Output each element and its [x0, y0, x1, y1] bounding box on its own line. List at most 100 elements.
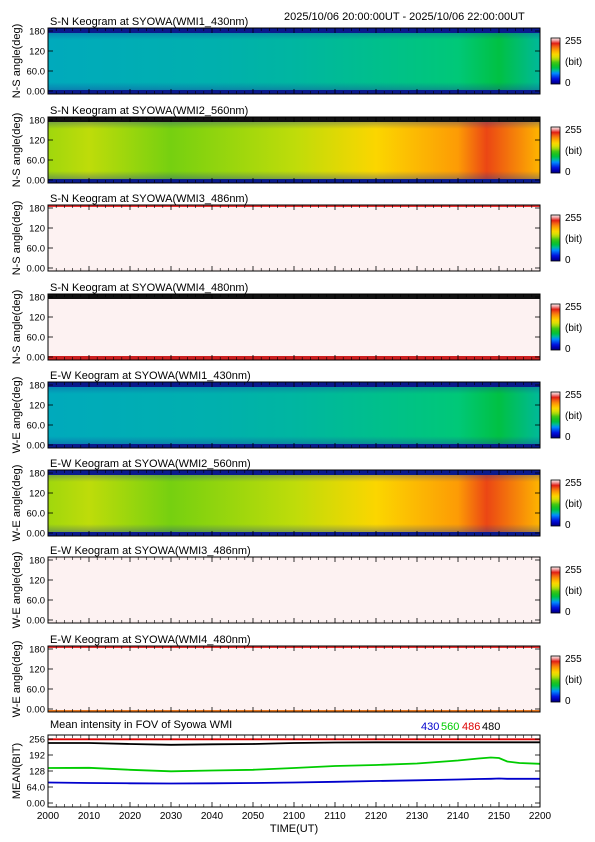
edge-shading	[48, 382, 540, 448]
y-tick-label: 0.00	[27, 441, 46, 452]
colorbar-min-label: 0	[565, 432, 571, 443]
keogram-panel: S-N Keogram at SYOWA(WMI3_486nm) 180 120 60…	[11, 193, 582, 275]
edge-shading	[48, 294, 540, 360]
edge-shading	[48, 646, 540, 712]
colorbar-unit-label: (bit)	[565, 586, 582, 597]
y-tick-label: 120	[29, 313, 45, 324]
legend-entry: 480	[482, 721, 500, 733]
colorbar-min-label: 0	[565, 696, 571, 707]
panel-title: E-W Keogram at SYOWA(WMI4_480nm)	[50, 634, 251, 646]
x-tick-label: 2100	[283, 811, 306, 822]
y-tick-label: 120	[29, 401, 45, 412]
series-line-560	[47, 756, 541, 773]
legend-entry: 430	[421, 721, 439, 733]
x-tick-label: 2140	[447, 811, 470, 822]
y-tick-label: 120	[29, 665, 45, 676]
y-axis-label: W-E angle(deg)	[11, 641, 23, 718]
colorbar-unit-label: (bit)	[565, 499, 582, 510]
y-tick-label: 0.00	[27, 353, 46, 364]
colorbar-min-label: 0	[565, 607, 571, 618]
colorbar-min-label: 0	[565, 167, 571, 178]
keogram-panel: E-W Keogram at SYOWA(WMI4_480nm) 180 120 60…	[11, 634, 582, 717]
edge-shading	[48, 557, 540, 623]
series-line-430	[47, 777, 540, 785]
y-tick-label: 60.0	[27, 685, 46, 696]
colorbar-unit-label: (bit)	[565, 411, 582, 422]
legend-entry: 486	[462, 721, 480, 733]
y-axis-label: N-S angle(deg)	[11, 290, 23, 365]
edge-shading	[48, 117, 540, 183]
x-tick-label: 2200	[529, 811, 552, 822]
colorbar-min-label: 0	[565, 520, 571, 531]
colorbar-min-label: 0	[565, 344, 571, 355]
y-tick-label: 60.0	[27, 509, 46, 520]
panel-title: E-W Keogram at SYOWA(WMI1_430nm)	[50, 370, 251, 382]
colorbar	[550, 479, 561, 527]
colorbar-min-label: 0	[565, 255, 571, 266]
panel-title: S-N Keogram at SYOWA(WMI2_560nm)	[50, 105, 248, 117]
y-tick-label: 120	[29, 224, 45, 235]
x-tick-label: 2150	[488, 811, 511, 822]
colorbar-max-label: 255	[565, 390, 582, 401]
y-tick-label: 180	[29, 645, 45, 656]
y-tick-label: 120	[29, 136, 45, 147]
y-tick-label: 0.00	[27, 264, 46, 275]
x-axis-label: TIME(UT)	[270, 823, 318, 835]
y-tick-label: 0.00	[27, 705, 46, 716]
y-tick-label: 180	[29, 556, 45, 567]
y-tick-label: 60.0	[27, 596, 46, 607]
edge-shading	[48, 28, 540, 94]
time-range-label: 2025/10/06 20:00:00UT - 2025/10/06 22:00…	[284, 11, 525, 23]
x-tick-label: 2130	[406, 811, 429, 822]
y-tick-label: 180	[29, 27, 45, 38]
x-tick-label: 2110	[324, 811, 346, 822]
y-axis-label: N-S angle(deg)	[11, 24, 23, 99]
colorbar-unit-label: (bit)	[565, 57, 582, 68]
panel-title: S-N Keogram at SYOWA(WMI1_430nm)	[50, 16, 248, 28]
panel-title: E-W Keogram at SYOWA(WMI3_486nm)	[50, 545, 251, 557]
colorbar-max-label: 255	[565, 213, 582, 224]
keogram-panel: E-W Keogram at SYOWA(WMI2_560nm) 180 120 60…	[11, 458, 582, 541]
y-tick-label: 120	[29, 47, 45, 58]
colorbar	[550, 391, 561, 439]
y-tick-label: 120	[29, 576, 45, 587]
keogram-panel: S-N Keogram at SYOWA(WMI4_480nm) 180 120 60…	[11, 282, 582, 364]
colorbar-max-label: 255	[565, 654, 582, 665]
y-tick-label: 60.0	[27, 244, 46, 255]
series-line-480	[48, 741, 540, 746]
y-tick-label: 64.0	[27, 783, 46, 794]
y-axis-label: W-E angle(deg)	[11, 552, 23, 629]
y-tick-label: 192	[29, 751, 45, 762]
y-tick-label: 0.00	[27, 529, 46, 540]
x-tick-label: 2020	[119, 811, 142, 822]
y-tick-label: 120	[29, 489, 45, 500]
x-tick-label: 2120	[365, 811, 388, 822]
x-tick-label: 2000	[37, 811, 60, 822]
colorbar-unit-label: (bit)	[565, 146, 582, 157]
colorbar	[550, 566, 561, 614]
y-tick-label: 60.0	[27, 333, 46, 344]
keogram-panel: E-W Keogram at SYOWA(WMI1_430nm) 180 120 60…	[11, 370, 582, 453]
x-tick-label: 2030	[160, 811, 183, 822]
y-tick-label: 128	[29, 767, 45, 778]
x-tick-label: 2010	[78, 811, 101, 822]
colorbar-unit-label: (bit)	[565, 234, 582, 245]
colorbar-max-label: 255	[565, 36, 582, 47]
y-tick-label: 0.00	[27, 87, 46, 98]
colorbar-max-label: 255	[565, 302, 582, 313]
edge-shading	[48, 205, 540, 271]
colorbar	[550, 37, 561, 85]
x-tick-label: 2040	[201, 811, 224, 822]
colorbar-min-label: 0	[565, 78, 571, 89]
mean-plot-background	[48, 735, 540, 807]
y-tick-label: 180	[29, 469, 45, 480]
panel-title: E-W Keogram at SYOWA(WMI2_560nm)	[50, 458, 251, 470]
y-tick-label: 0.00	[27, 799, 46, 810]
y-tick-label: 180	[29, 204, 45, 215]
y-tick-label: 0.00	[27, 616, 46, 627]
y-tick-label: 60.0	[27, 67, 46, 78]
x-tick-label: 2050	[242, 811, 265, 822]
mean-panel-title: Mean intensity in FOV of Syowa WMI	[50, 719, 232, 731]
colorbar	[550, 214, 561, 262]
